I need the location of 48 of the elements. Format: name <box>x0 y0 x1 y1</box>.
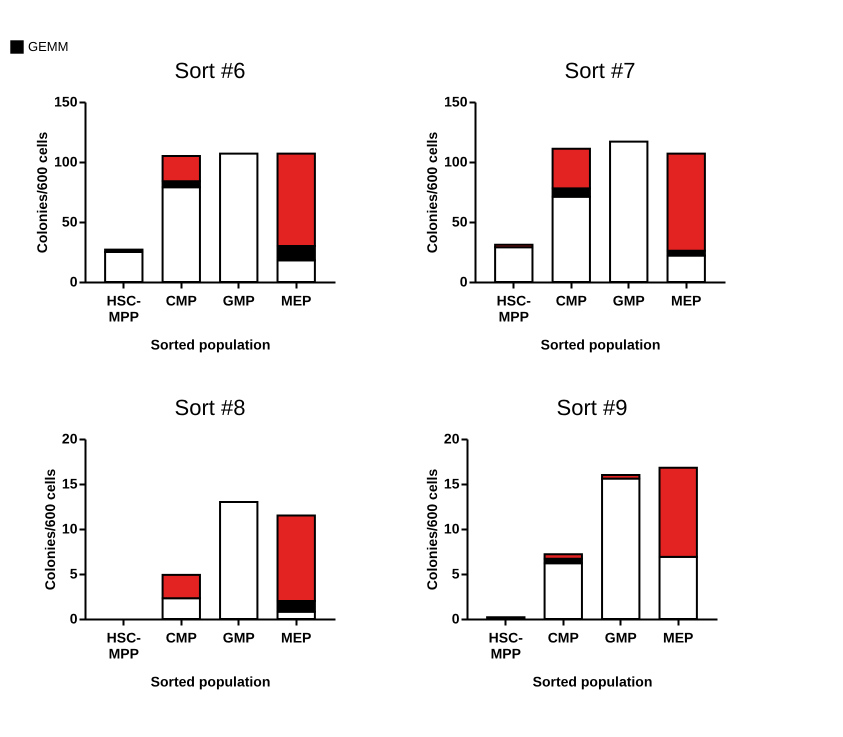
x-tick-label: MEP <box>281 292 312 308</box>
y-tick-label: 10 <box>62 520 78 536</box>
chart-title: Sort #7 <box>564 58 636 83</box>
x-axis-title: Sorted population <box>150 674 270 690</box>
x-axis-title: Sorted population <box>532 674 652 690</box>
x-tick-label: MEP <box>663 630 694 646</box>
x-tick-label: HSC-MPP <box>488 630 524 662</box>
x-tick-label: GMP <box>222 630 255 646</box>
y-axis-title: Colonies/600 cells <box>42 468 58 590</box>
y-tick-label: 100 <box>444 154 468 170</box>
x-axis-title: Sorted population <box>150 336 270 352</box>
y-tick-label: 5 <box>70 566 78 582</box>
chart-title: Sort #8 <box>174 395 246 420</box>
y-tick-label: 50 <box>62 214 78 230</box>
x-tick-label: MEP <box>281 630 312 646</box>
y-tick-label: 0 <box>70 274 78 290</box>
x-tick-label: CMP <box>548 630 579 646</box>
y-tick-label: 0 <box>460 274 468 290</box>
y-tick-label: 10 <box>444 520 460 536</box>
y-axis-title: Colonies/600 cells <box>424 468 440 590</box>
chart-title: Sort #6 <box>174 58 246 83</box>
x-tick-label: GMP <box>604 630 637 646</box>
x-axis-title: Sorted population <box>540 336 660 352</box>
x-tick-label: HSC-MPP <box>106 292 142 324</box>
x-tick-label: CMP <box>556 292 587 308</box>
y-tick-label: 15 <box>62 476 78 492</box>
y-tick-label: 50 <box>452 214 468 230</box>
y-tick-label: 15 <box>444 476 460 492</box>
y-axis-title: Colonies/600 cells <box>34 132 50 254</box>
x-tick-label: GMP <box>222 292 255 308</box>
x-tick-label: HSC-MPP <box>106 630 142 662</box>
y-tick-label: 20 <box>62 430 78 446</box>
y-tick-label: 150 <box>54 94 78 110</box>
y-tick-label: 150 <box>444 94 468 110</box>
bar <box>544 553 583 560</box>
x-tick-label: HSC-MPP <box>496 292 532 324</box>
x-tick-label: GMP <box>612 292 645 308</box>
y-tick-label: 20 <box>444 430 460 446</box>
chart-title: Sort #9 <box>556 395 628 420</box>
y-axis-title: Colonies/600 cells <box>424 132 440 254</box>
y-tick-label: 100 <box>54 154 78 170</box>
x-tick-label: CMP <box>166 630 197 646</box>
x-tick-label: MEP <box>671 292 702 308</box>
y-tick-label: 5 <box>452 566 460 582</box>
legend-label: GEMM <box>28 39 68 54</box>
x-tick-label: CMP <box>166 292 197 308</box>
y-tick-label: 0 <box>70 610 78 626</box>
y-tick-label: 0 <box>452 610 460 626</box>
